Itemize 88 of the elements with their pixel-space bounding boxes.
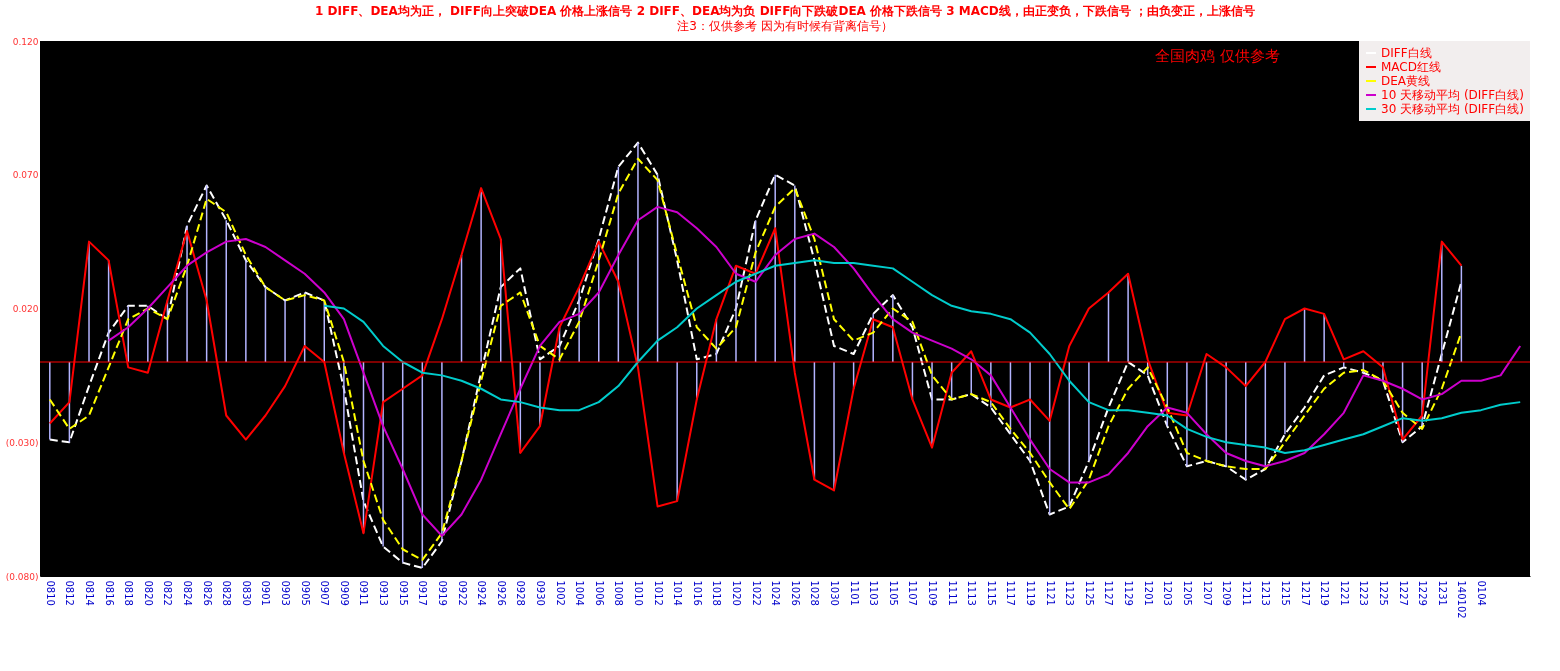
x-tick-label: 1012 xyxy=(652,580,664,606)
y-tick-label: (0.080) xyxy=(5,571,39,582)
x-tick-label: 1022 xyxy=(750,580,762,606)
x-tick-label: 0909 xyxy=(338,580,350,606)
x-tick-label: 1111 xyxy=(946,580,958,606)
x-tick-label: 1113 xyxy=(966,580,978,606)
x-tick-label: 1205 xyxy=(1181,580,1193,606)
x-tick-label: 1125 xyxy=(1083,580,1095,606)
x-tick-label: 1215 xyxy=(1279,580,1291,606)
x-tick-label: 0907 xyxy=(319,580,331,606)
x-tick-label: 1020 xyxy=(730,580,742,606)
x-tick-label: 0930 xyxy=(534,580,546,606)
x-tick-label: 1010 xyxy=(632,580,644,606)
x-tick-label: 1117 xyxy=(1005,580,1017,606)
x-tick-label: 1219 xyxy=(1319,580,1331,606)
x-tick-label: 0917 xyxy=(417,580,429,606)
x-tick-label: 0926 xyxy=(495,580,507,606)
x-tick-label: 0913 xyxy=(378,580,390,606)
x-tick-label: 1024 xyxy=(770,580,782,606)
x-tick-label: 0812 xyxy=(64,580,76,606)
x-tick-label: 0822 xyxy=(162,580,174,606)
chart-subtitle: 注3：仅供参考 因为有时候有背离信号） xyxy=(677,19,893,33)
x-tick-label: 1016 xyxy=(691,580,703,606)
x-tick-label: 1101 xyxy=(848,580,860,606)
x-tick-label: 0814 xyxy=(84,580,96,606)
y-tick-label: (0.030) xyxy=(5,437,39,448)
x-tick-label: 1004 xyxy=(574,580,586,606)
x-tick-label: 0826 xyxy=(201,580,213,606)
x-tick-label: 0830 xyxy=(240,580,252,606)
y-tick-label: 0.070 xyxy=(12,170,39,181)
x-tick-label: 1115 xyxy=(985,580,997,606)
x-tick-label: 1217 xyxy=(1299,580,1311,606)
x-tick-label: 1129 xyxy=(1123,580,1135,606)
legend-label: 30 天移动平均 (DIFF白线) xyxy=(1381,102,1524,116)
x-tick-label: 1127 xyxy=(1103,580,1115,606)
x-tick-label: 1213 xyxy=(1260,580,1272,606)
x-tick-label: 1231 xyxy=(1436,580,1448,606)
x-tick-label: 1008 xyxy=(613,580,625,606)
x-tick-label: 1211 xyxy=(1240,580,1252,606)
x-tick-label: 1028 xyxy=(809,580,821,606)
x-tick-label: 0924 xyxy=(476,580,488,606)
x-tick-label: 0820 xyxy=(142,580,154,606)
x-tick-label: 1002 xyxy=(554,580,566,606)
x-tick-label: 1229 xyxy=(1417,580,1429,606)
x-tick-label: 1207 xyxy=(1201,580,1213,606)
x-tick-label: 1225 xyxy=(1377,580,1389,606)
x-tick-label: 1123 xyxy=(1064,580,1076,606)
x-tick-label: 0901 xyxy=(260,580,272,606)
x-tick-label: 1227 xyxy=(1397,580,1409,606)
x-tick-label: 1026 xyxy=(789,580,801,606)
x-tick-label: 0104 xyxy=(1475,580,1487,606)
legend-label: DEA黄线 xyxy=(1381,74,1431,88)
x-tick-label: 1201 xyxy=(1142,580,1154,606)
legend-label: MACD红线 xyxy=(1381,60,1441,74)
x-tick-label: 0928 xyxy=(515,580,527,606)
x-tick-label: 1221 xyxy=(1338,580,1350,606)
x-tick-label: 1203 xyxy=(1162,580,1174,606)
chart-title: 1 DIFF、DEA均为正， DIFF向上突破DEA 价格上涨信号 2 DIFF、DEA均为负 DIFF向下跌破DEA 价格下跌信号 3 MACD线，由正变负，下跌信号 ；由负变正，上涨信号 xyxy=(315,4,1255,18)
line-series xyxy=(323,259,1522,454)
x-tick-label: 1107 xyxy=(907,580,919,606)
x-tick-label: 1103 xyxy=(868,580,880,606)
x-tick-label: 0911 xyxy=(358,580,370,606)
x-tick-label: 1014 xyxy=(672,580,684,606)
x-tick-label: 0810 xyxy=(44,580,56,606)
x-tick-label: 1018 xyxy=(711,580,723,606)
x-tick-label: 0824 xyxy=(182,580,194,606)
x-tick-label: 1119 xyxy=(1025,580,1037,606)
x-tick-label: 0922 xyxy=(456,580,468,606)
x-tick-label: 0903 xyxy=(280,580,292,606)
x-tick-label: 1105 xyxy=(887,580,899,606)
x-tick-label: 0915 xyxy=(397,580,409,606)
x-tick-label: 0816 xyxy=(103,580,115,606)
x-tick-label: 0919 xyxy=(436,580,448,606)
x-tick-label: 1109 xyxy=(927,580,939,606)
x-tick-label: 1030 xyxy=(829,580,841,606)
x-tick-label: 0828 xyxy=(221,580,233,606)
x-tick-label: 1006 xyxy=(593,580,605,606)
x-tick-label: 0818 xyxy=(123,580,135,606)
x-tick-label: 1121 xyxy=(1044,580,1056,606)
x-tick-label: 140102 xyxy=(1456,580,1468,619)
y-tick-label: 0.120 xyxy=(12,36,39,47)
x-tick-label: 1223 xyxy=(1358,580,1370,606)
legend-label: DIFF白线 xyxy=(1381,46,1432,60)
x-tick-label: 0905 xyxy=(299,580,311,606)
x-tick-label: 1209 xyxy=(1221,580,1233,606)
y-tick-label: 0.020 xyxy=(12,304,39,314)
annotation: 全国肉鸡 仅供参考 xyxy=(1155,47,1280,65)
legend-label: 10 天移动平均 (DIFF白线) xyxy=(1381,88,1524,102)
